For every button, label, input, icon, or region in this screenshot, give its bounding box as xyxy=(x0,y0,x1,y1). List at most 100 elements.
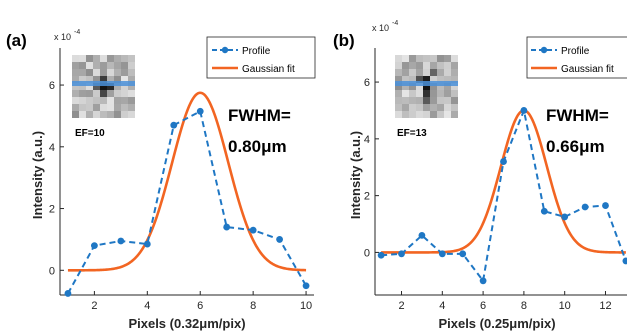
inset-pixel xyxy=(416,111,423,118)
panel-a-inset-label: EF=10 xyxy=(75,128,105,139)
inset-pixel xyxy=(79,97,86,104)
panel-a-xtick-label: 6 xyxy=(197,300,203,312)
inset-pixel xyxy=(430,104,437,111)
inset-pixel xyxy=(79,83,86,90)
panel-b-exponent-base: x 10 xyxy=(372,23,389,33)
inset-pixel xyxy=(451,69,458,76)
inset-pixel xyxy=(437,90,444,97)
inset-pixel xyxy=(430,55,437,62)
panel-b-legend-profile: Profile xyxy=(561,46,590,57)
panel-b-fwhm-line1: FWHM= xyxy=(546,106,609,125)
inset-pixel xyxy=(416,104,423,111)
panel-b-xtick-label: 6 xyxy=(480,300,486,312)
inset-pixel xyxy=(402,83,409,90)
panel-b-inset-image xyxy=(395,55,458,118)
inset-pixel xyxy=(437,76,444,83)
inset-pixel xyxy=(416,55,423,62)
panel-a-ytick-label: 0 xyxy=(49,265,55,277)
inset-pixel xyxy=(93,111,100,118)
inset-pixel xyxy=(128,76,135,83)
inset-pixel xyxy=(72,97,79,104)
panel-a-fwhm-line1: FWHM= xyxy=(228,106,291,125)
panel-a-xtick-label: 10 xyxy=(300,300,312,312)
inset-pixel xyxy=(423,111,430,118)
inset-pixel xyxy=(395,111,402,118)
inset-pixel xyxy=(423,55,430,62)
inset-pixel xyxy=(430,97,437,104)
inset-pixel xyxy=(93,83,100,90)
inset-pixel xyxy=(100,90,107,97)
inset-pixel xyxy=(86,97,93,104)
panel-a-legend-box xyxy=(206,36,316,79)
inset-pixel xyxy=(93,55,100,62)
inset-pixel xyxy=(395,62,402,69)
inset-pixel xyxy=(437,62,444,69)
inset-pixel xyxy=(395,97,402,104)
inset-pixel xyxy=(395,69,402,76)
inset-pixel xyxy=(114,76,121,83)
inset-pixel xyxy=(114,55,121,62)
inset-pixel xyxy=(444,97,451,104)
panel-a-profile-point xyxy=(170,121,178,129)
inset-pixel xyxy=(430,76,437,83)
panel-b-inset-label: EF=13 xyxy=(397,128,427,139)
panel-b-profile-point xyxy=(418,231,426,239)
inset-pixel xyxy=(72,62,79,69)
panel-a-profile-point xyxy=(249,226,257,234)
panel-a-profile-point xyxy=(196,107,204,115)
panel-b-profile-point xyxy=(540,207,548,215)
inset-pixel xyxy=(86,69,93,76)
panel-a-legend: Profile Gaussian fit xyxy=(206,36,316,79)
inset-pixel xyxy=(128,62,135,69)
panel-a-ytick-label: 2 xyxy=(49,204,55,216)
inset-pixel xyxy=(79,69,86,76)
panel-b-gaussian-fit-line xyxy=(381,109,626,254)
inset-pixel xyxy=(114,62,121,69)
inset-pixel xyxy=(72,76,79,83)
panel-b-ytick-label: 0 xyxy=(364,247,370,259)
inset-pixel xyxy=(107,55,114,62)
inset-pixel xyxy=(402,55,409,62)
panel-b-fwhm-line2: 0.66μm xyxy=(546,137,605,156)
inset-pixel xyxy=(451,90,458,97)
inset-pixel xyxy=(444,90,451,97)
inset-pixel xyxy=(93,62,100,69)
inset-pixel xyxy=(451,76,458,83)
inset-pixel xyxy=(86,90,93,97)
panel-a-xtick-label: 8 xyxy=(250,300,256,312)
inset-pixel xyxy=(437,69,444,76)
panel-a-ytick-label: 4 xyxy=(49,142,55,154)
inset-pixel xyxy=(437,83,444,90)
panel-b-xtick-label: 8 xyxy=(521,300,527,312)
panel-b-xtick-label: 12 xyxy=(599,300,611,312)
panel-b-profile-point xyxy=(561,213,569,221)
inset-pixel xyxy=(79,104,86,111)
panel-a-profile-point xyxy=(276,236,284,243)
inset-pixel xyxy=(86,111,93,118)
inset-pixel xyxy=(416,97,423,104)
panel-a-gaussian-fit-line xyxy=(67,91,307,272)
inset-pixel xyxy=(100,69,107,76)
inset-pixel xyxy=(423,76,430,83)
inset-pixel xyxy=(107,97,114,104)
inset-pixel xyxy=(430,111,437,118)
inset-pixel xyxy=(409,104,416,111)
inset-pixel xyxy=(402,97,409,104)
panel-a-fwhm-line2: 0.80μm xyxy=(228,137,287,156)
inset-pixel xyxy=(128,90,135,97)
inset-pixel xyxy=(100,104,107,111)
inset-pixel xyxy=(395,90,402,97)
inset-pixel xyxy=(121,97,128,104)
panel-a-profile-point xyxy=(302,282,310,290)
inset-pixel xyxy=(409,111,416,118)
panel-b-legend: Profile Gaussian fit xyxy=(526,36,627,79)
panel-a-profile-point xyxy=(223,223,231,231)
inset-pixel xyxy=(437,55,444,62)
panel-b-legend-profile-marker xyxy=(540,46,548,54)
inset-pixel xyxy=(402,62,409,69)
inset-pixel xyxy=(437,104,444,111)
panel-b-ytick-label: 4 xyxy=(364,134,370,146)
inset-pixel xyxy=(409,90,416,97)
inset-profile-line xyxy=(72,81,135,86)
